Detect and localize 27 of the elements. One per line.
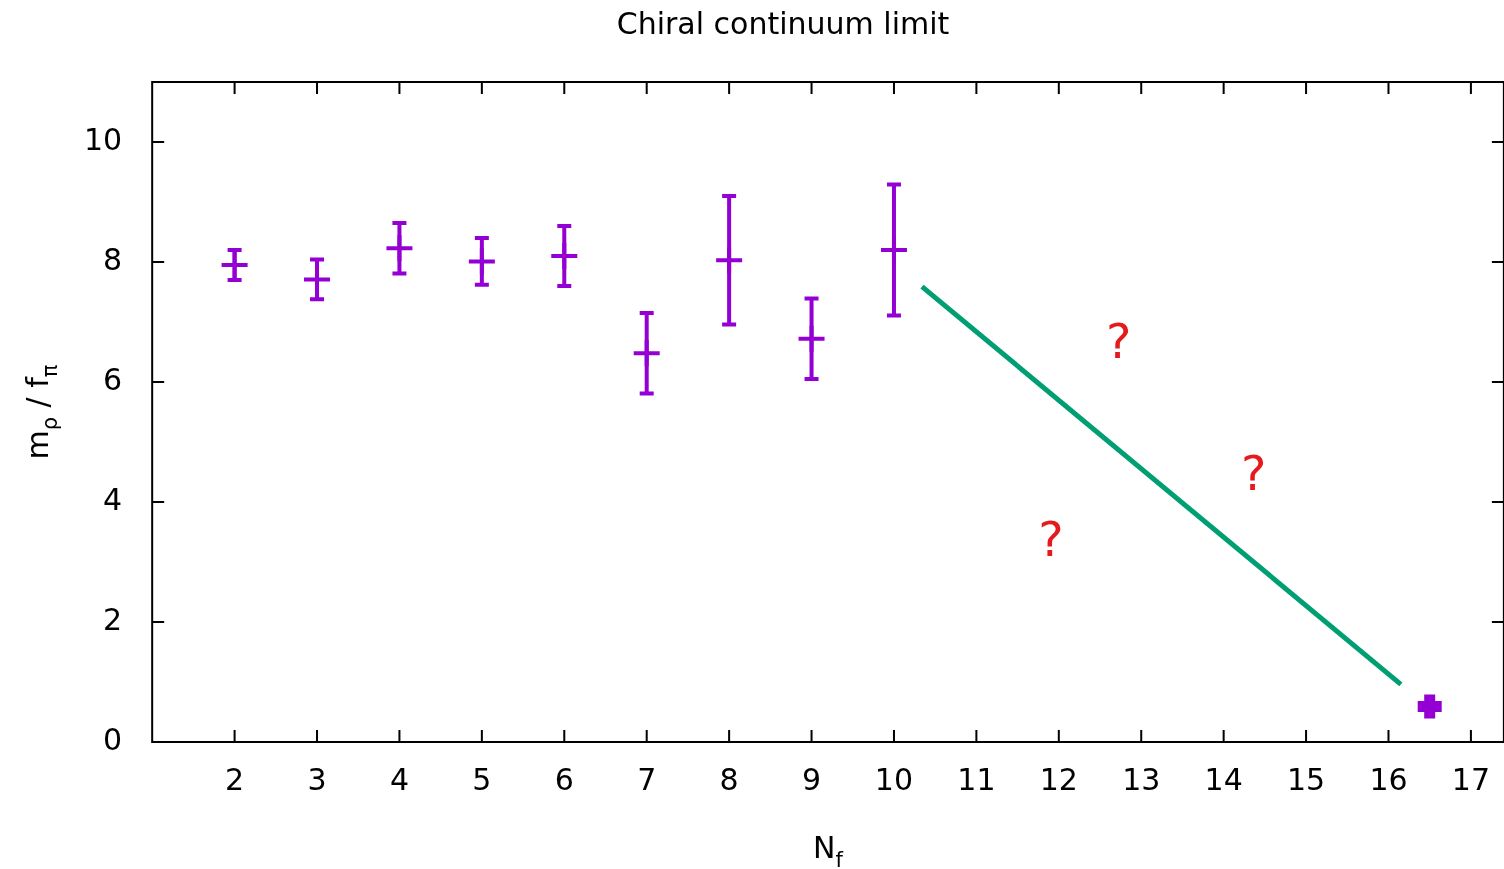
annotation: ? <box>1038 511 1064 568</box>
x-tick-label: 12 <box>1039 761 1078 797</box>
y-tick-label: 10 <box>83 121 123 157</box>
x-tick-label: 15 <box>1286 761 1326 797</box>
y-tick-label: 4 <box>103 481 123 517</box>
annotation: ? <box>1241 445 1267 502</box>
x-tick-label: 7 <box>637 761 657 797</box>
x-tick-label: 11 <box>957 761 996 797</box>
x-tick-label: 2 <box>225 761 245 797</box>
x-tick-label: 17 <box>1451 761 1491 797</box>
x-tick-label: 5 <box>472 761 492 797</box>
x-tick-label: 8 <box>719 761 739 797</box>
chart-title: Chiral continuum limit <box>616 5 950 41</box>
x-tick-label: 9 <box>802 761 822 797</box>
annotation: ? <box>1105 313 1132 370</box>
y-tick-label: 8 <box>103 241 123 277</box>
y-axis-title: mρ / fπ <box>20 364 62 460</box>
x-tick-label: 3 <box>307 761 327 797</box>
x-tick-label: 10 <box>874 761 914 797</box>
x-tick-label: 14 <box>1204 761 1243 797</box>
x-tick-label: 16 <box>1369 761 1408 797</box>
y-tick-label: 2 <box>103 601 123 637</box>
x-tick-label: 13 <box>1122 761 1161 797</box>
x-tick-label: 6 <box>554 761 574 797</box>
y-tick-label: 0 <box>103 721 123 757</box>
y-tick-label: 6 <box>103 361 123 397</box>
x-tick-label: 4 <box>389 761 409 797</box>
